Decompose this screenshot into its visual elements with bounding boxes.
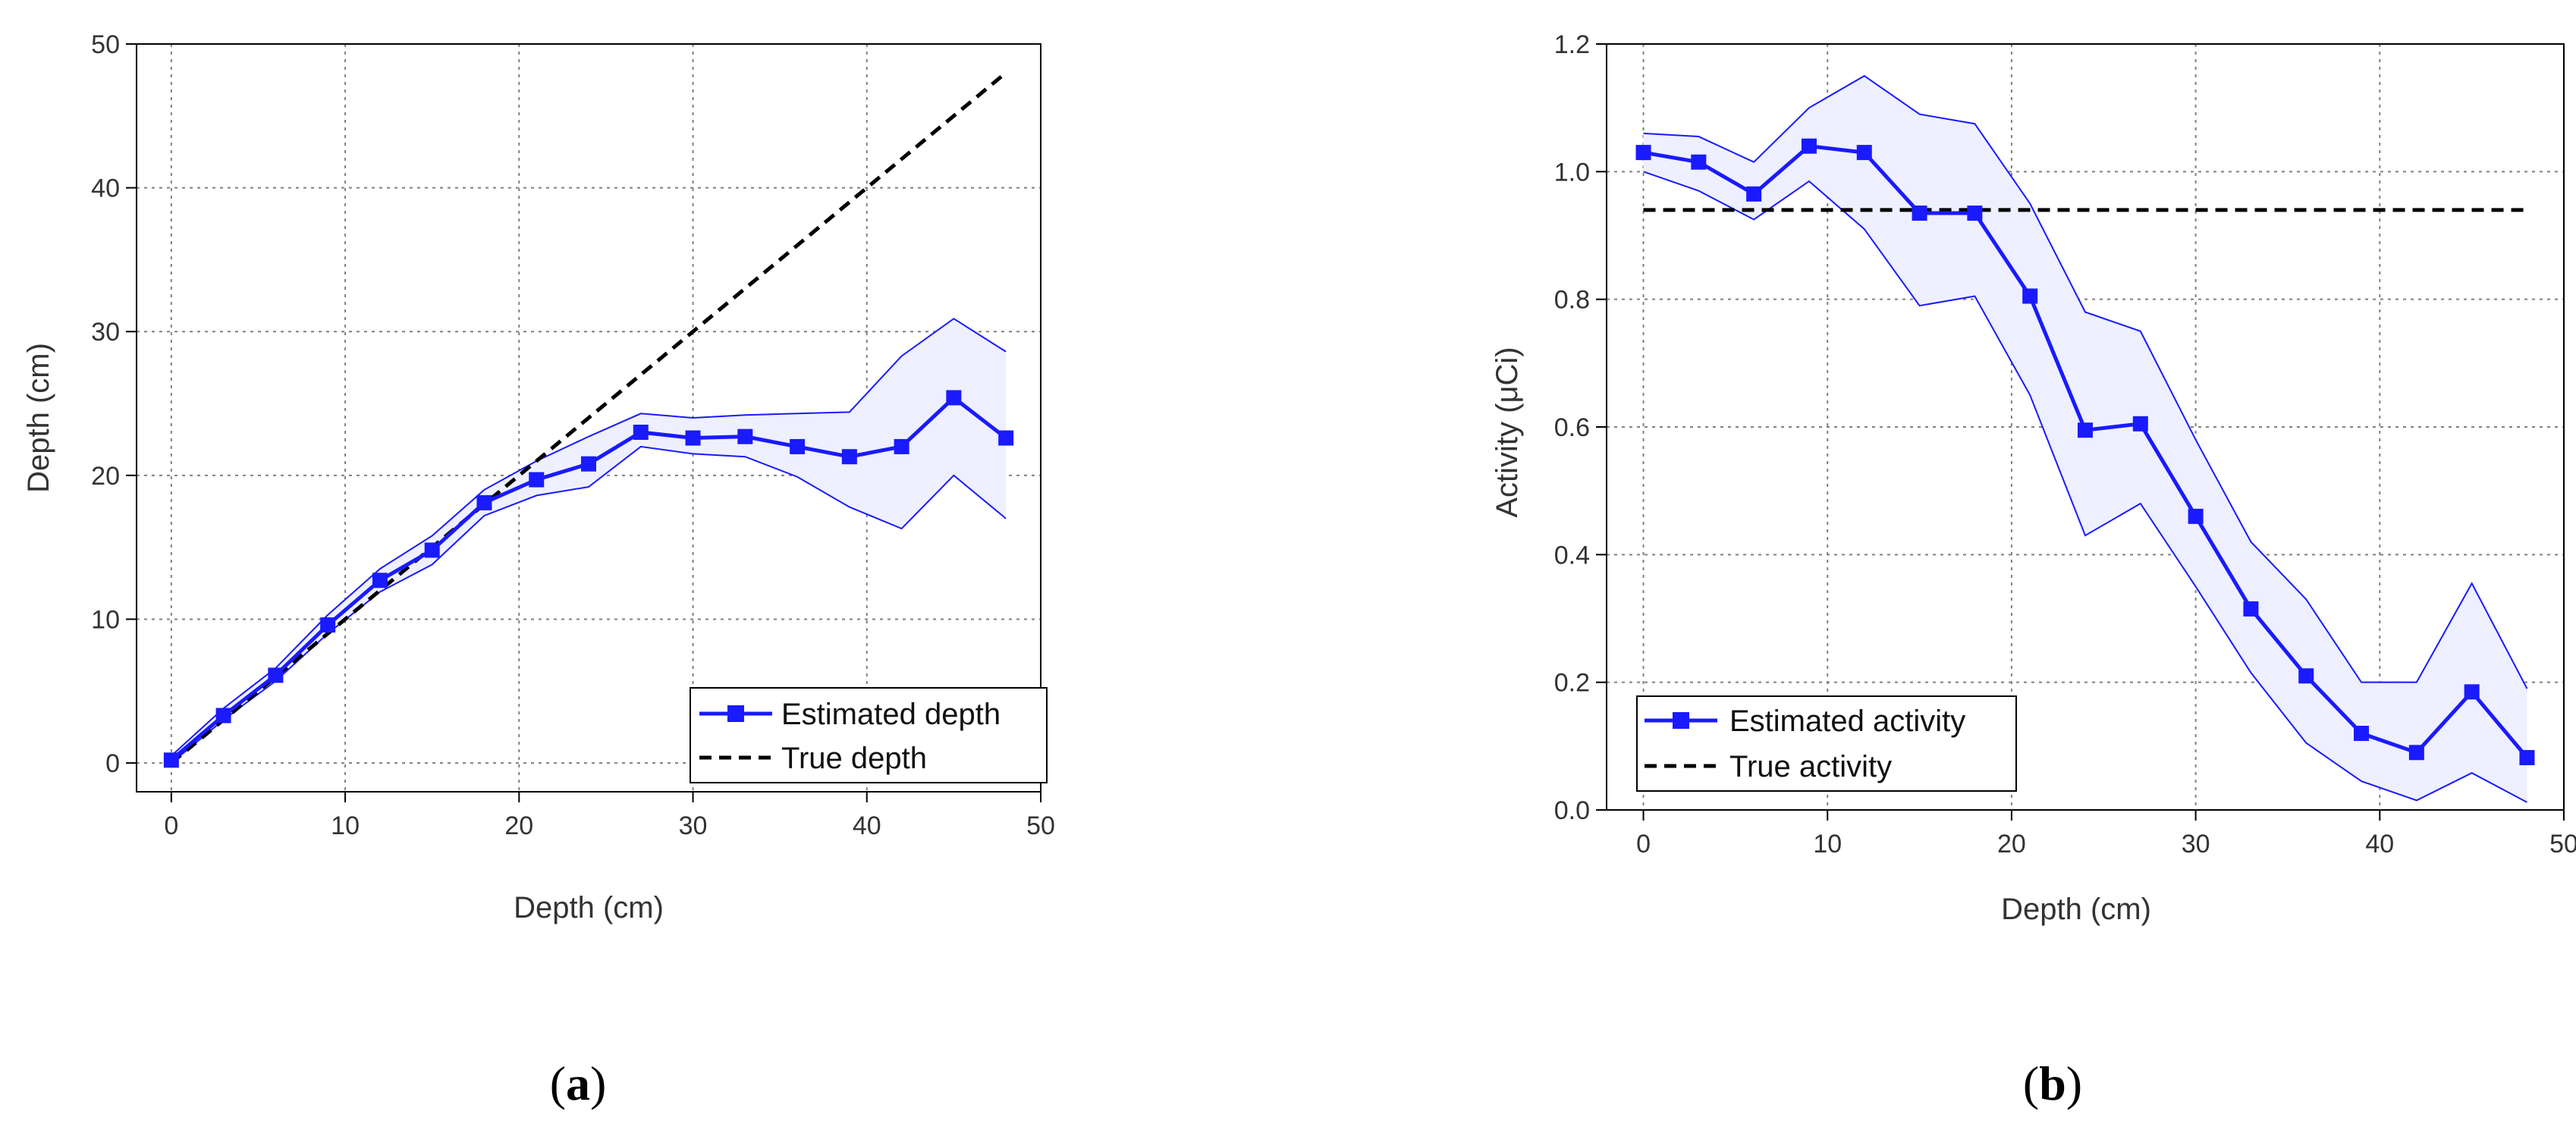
data-point [2408, 745, 2424, 761]
x-tick-label: 50 [1026, 811, 1055, 840]
panel-label-a: (a) [550, 1056, 607, 1110]
x-tick-label: 50 [2549, 830, 2576, 858]
data-point [1801, 138, 1817, 154]
legend-label-estimated-depth: Estimated depth [781, 698, 1001, 731]
band-fill [171, 319, 1007, 764]
x-tick-label: 30 [2182, 830, 2210, 858]
y-tick-label: 10 [91, 605, 120, 634]
data-point [946, 390, 962, 406]
data-point [1856, 145, 1872, 161]
band-fill [1643, 76, 2527, 802]
data-point [790, 438, 806, 454]
data-point [1746, 186, 1762, 202]
ticks-a: 0 10 20 30 40 50 0 10 20 30 40 50 [91, 30, 1055, 840]
estimated-activity-series [1635, 138, 2535, 765]
data-point [424, 542, 440, 558]
estimated-depth-series [163, 390, 1014, 768]
y-tick-label: 0.2 [1554, 669, 1590, 698]
x-tick-label: 0 [1636, 830, 1651, 858]
data-point [1635, 145, 1651, 161]
ticks-b: 0 10 20 30 40 50 0.0 0.2 0.4 0.6 0.8 1.0 1.2 [1554, 30, 2576, 858]
x-axis-title-a: Depth (cm) [514, 891, 664, 924]
data-point [529, 472, 545, 488]
data-point [2519, 749, 2535, 765]
data-point [1691, 154, 1707, 170]
y-tick-label: 0.8 [1554, 286, 1590, 315]
data-point [1912, 206, 1927, 221]
data-point [163, 752, 179, 768]
y-axis-title-a: Depth (cm) [22, 343, 55, 493]
legend-marker-estimated-depth [727, 705, 744, 722]
legend-label-true-depth: True depth [781, 742, 927, 775]
panel-label-b: (b) [2023, 1056, 2082, 1110]
legend-marker-estimated-activity [1673, 712, 1689, 729]
chart-panel-b: 0 10 20 30 40 50 0.0 0.2 0.4 0.6 0.8 1.0 1.2 Depth (… [1491, 30, 2576, 1110]
y-tick-label: 40 [91, 174, 120, 203]
data-point [581, 456, 596, 472]
data-point [476, 494, 492, 510]
legend-label-true-activity: True activity [1729, 750, 1892, 783]
data-point [737, 428, 753, 444]
data-point [894, 438, 909, 454]
x-tick-label: 30 [679, 811, 708, 840]
data-point [998, 430, 1014, 446]
y-tick-label: 1.0 [1554, 158, 1590, 187]
band-lower-line [1643, 171, 2527, 803]
data-point [2243, 601, 2259, 617]
x-tick-label: 40 [853, 811, 881, 840]
data-point [2188, 508, 2204, 524]
data-point [2298, 668, 2314, 684]
x-tick-label: 20 [504, 811, 533, 840]
legend-box-b [1636, 695, 2017, 792]
plot-frame-a [136, 43, 1041, 793]
data-point [2078, 422, 2093, 438]
legend-a: Estimated depth True depth [690, 687, 1048, 783]
data-point [372, 573, 388, 589]
confidence-band-b [1643, 74, 2528, 803]
data-point [2022, 288, 2038, 304]
x-tick-label: 10 [331, 811, 360, 840]
y-tick-label: 20 [91, 462, 120, 491]
data-point [2132, 416, 2148, 432]
x-axis-title-b: Depth (cm) [2001, 893, 2151, 926]
y-axis-title-b: Activity (μCi) [1491, 347, 1524, 517]
y-tick-label: 0 [105, 749, 120, 778]
data-point [633, 424, 649, 440]
data-point [1967, 206, 1983, 221]
x-tick-label: 40 [2365, 830, 2394, 858]
true-depth-line [170, 71, 1007, 765]
y-tick-label: 1.2 [1554, 30, 1590, 59]
data-point [685, 430, 701, 446]
chart-panel-a: 0 10 20 30 40 50 0 10 20 30 40 50 Depth (cm) Depth … [22, 30, 1055, 1110]
band-upper-line [171, 317, 1007, 757]
true-line [170, 71, 1007, 765]
y-tick-label: 50 [91, 30, 120, 59]
data-point [215, 708, 231, 724]
x-tick-label: 10 [1813, 830, 1842, 858]
data-point [320, 617, 336, 633]
y-tick-label: 0.0 [1554, 796, 1590, 825]
y-tick-label: 0.6 [1554, 413, 1590, 442]
legend-box-a [690, 687, 1048, 783]
y-tick-label: 30 [91, 318, 120, 347]
y-tick-label: 0.4 [1554, 541, 1590, 570]
data-point [268, 667, 284, 683]
data-point [841, 449, 857, 465]
band-upper-line [1643, 74, 2528, 689]
legend-label-estimated-activity: Estimated activity [1729, 705, 1965, 738]
x-tick-label: 20 [1997, 830, 2026, 858]
legend-b: Estimated activity True activity [1636, 695, 2017, 792]
data-point [2464, 684, 2480, 700]
x-tick-label: 0 [164, 811, 178, 840]
data-point [2354, 726, 2370, 741]
